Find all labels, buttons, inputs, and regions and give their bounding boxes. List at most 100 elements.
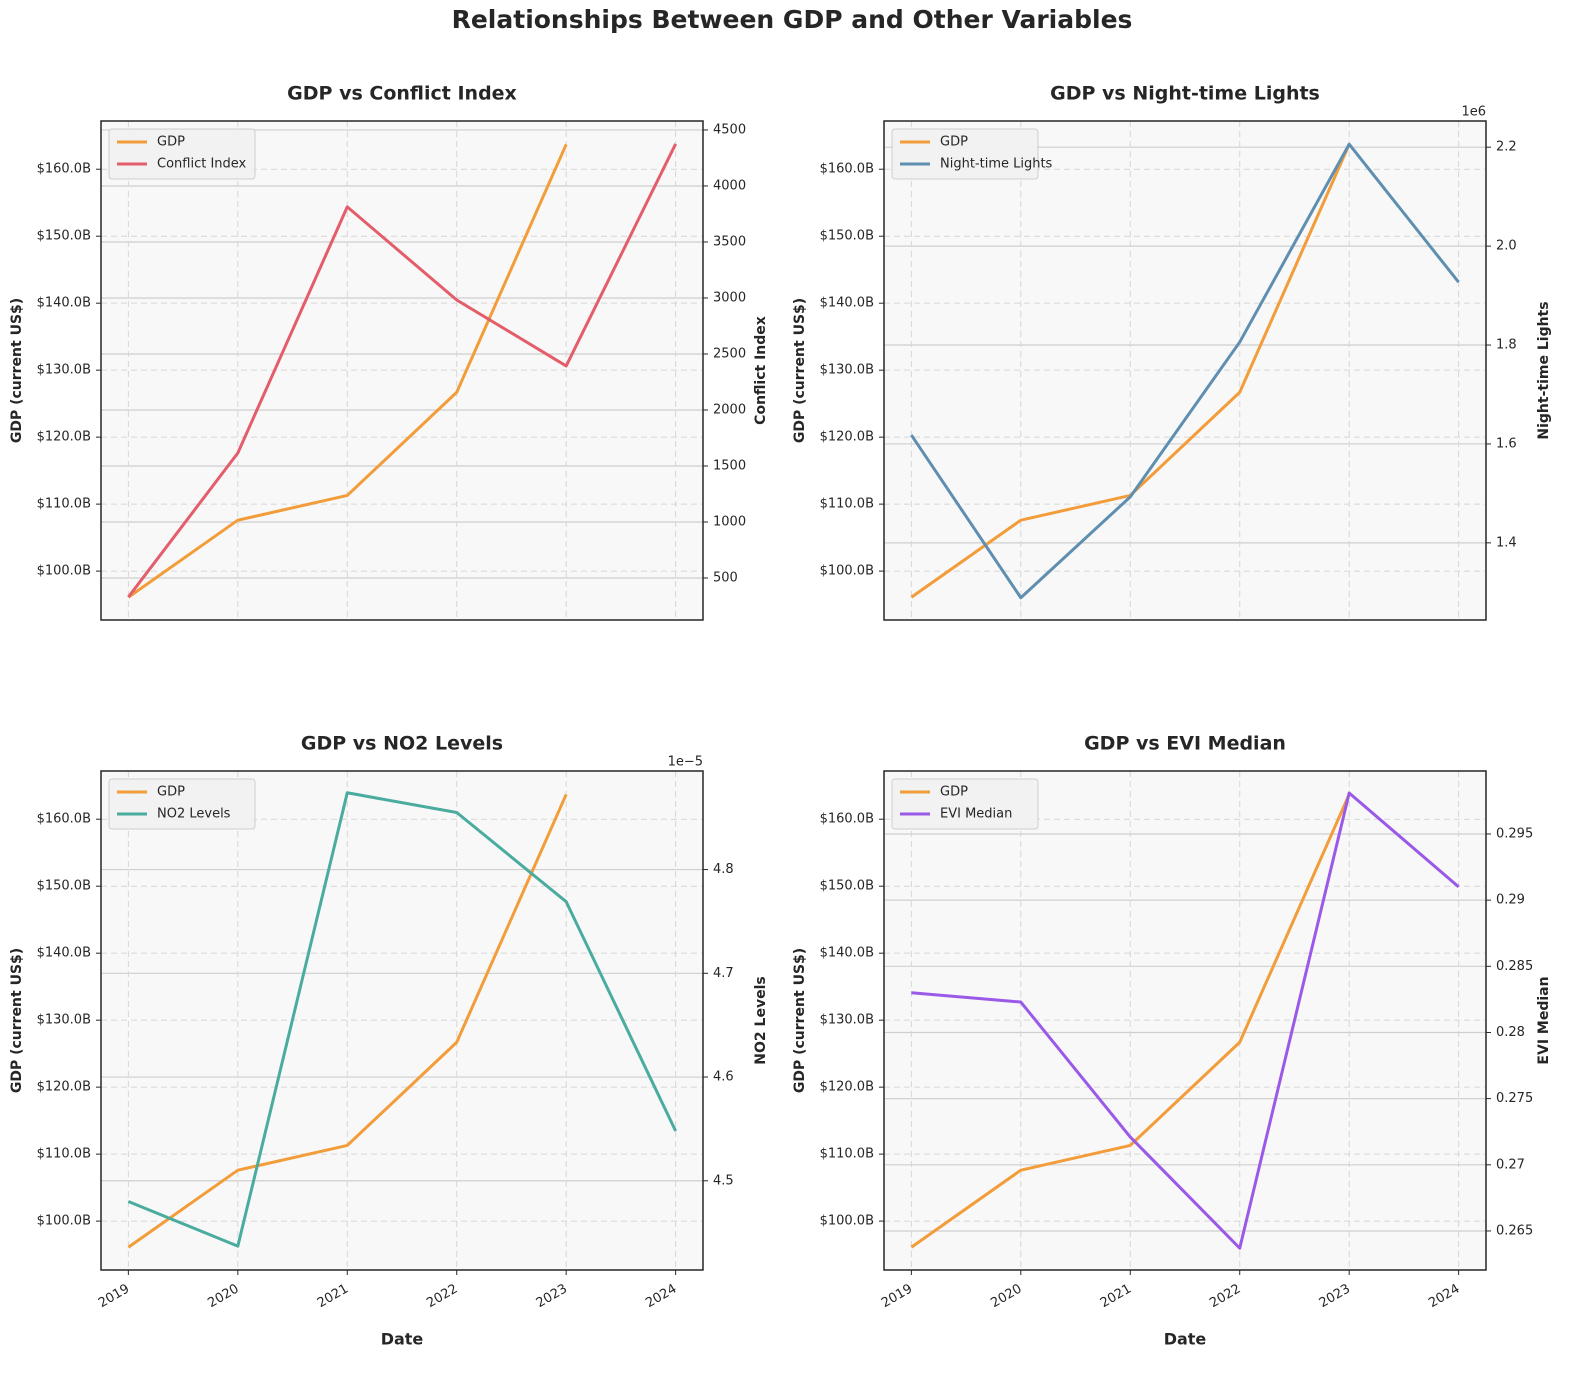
y2-tick-label: 2500: [713, 346, 746, 361]
y-tick-label: $160.0B: [820, 162, 874, 177]
plot-frame: [883, 120, 1487, 621]
series-line: [127, 143, 568, 599]
y2-tick-label: 2.2: [1496, 140, 1517, 155]
legend-label: GDP: [157, 135, 185, 150]
x-tick-label: 2023: [534, 1282, 570, 1312]
x-tick-label: 2019: [879, 1282, 915, 1312]
x-axis-label: Date: [381, 1330, 424, 1349]
y2-tick-label: 4.6: [713, 1070, 734, 1085]
x-tick-label: 2023: [1317, 1282, 1353, 1312]
chart-title: GDP vs NO2 Levels: [301, 733, 503, 755]
y-tick-label: $120.0B: [37, 1080, 91, 1095]
figure-title: Relationships Between GDP and Other Vari…: [452, 5, 1133, 34]
y-axis-label: GDP (current US$): [9, 948, 25, 1093]
y-tick-label: $100.0B: [820, 564, 874, 579]
chart-title: GDP vs Night-time Lights: [1050, 83, 1320, 105]
y2-tick-label: 1.4: [1496, 535, 1517, 550]
y2-tick-label: 1.6: [1496, 436, 1517, 451]
legend-label: Night-time Lights: [940, 157, 1053, 172]
y-axis-label: GDP (current US$): [792, 298, 808, 443]
y-tick-label: $160.0B: [37, 162, 91, 177]
chart-title: GDP vs EVI Median: [1084, 733, 1286, 755]
y-tick-label: $100.0B: [820, 1214, 874, 1229]
y2-tick-label: 0.275: [1496, 1091, 1533, 1106]
y2-tick-label: 0.265: [1496, 1223, 1533, 1238]
y2-tick-label: 3000: [713, 290, 746, 305]
y2-tick-label: 4.5: [713, 1173, 734, 1188]
y2-axis-label: Conflict Index: [753, 316, 769, 425]
series-line: [910, 793, 1351, 1249]
y-tick-label: $150.0B: [820, 229, 874, 244]
y-tick-label: $120.0B: [820, 430, 874, 445]
x-tick-label: 2024: [643, 1282, 679, 1312]
plot-frame: [100, 120, 704, 621]
legend-label: GDP: [940, 785, 968, 800]
series-line: [910, 142, 1460, 600]
y2-tick-label: 4.7: [713, 966, 734, 981]
legend-label: GDP: [940, 135, 968, 150]
chart-title: GDP vs Conflict Index: [287, 83, 517, 105]
y2-tick-label: 0.285: [1496, 959, 1533, 974]
y2-axis-label: Night-time Lights: [1536, 301, 1552, 439]
y-tick-label: $120.0B: [820, 1080, 874, 1095]
x-tick-label: 2020: [205, 1282, 241, 1312]
y-tick-label: $130.0B: [820, 363, 874, 378]
y2-tick-label: 2000: [713, 402, 746, 417]
y2-axis-label: NO2 Levels: [753, 976, 769, 1064]
x-tick-label: 2024: [1426, 1282, 1462, 1312]
y-tick-label: $110.0B: [37, 1147, 91, 1162]
x-tick-label: 2019: [96, 1282, 132, 1312]
series-line: [127, 143, 677, 598]
y-tick-label: $100.0B: [37, 1214, 91, 1229]
y-axis-label: GDP (current US$): [792, 948, 808, 1093]
series-line: [127, 793, 568, 1249]
y-tick-label: $140.0B: [820, 946, 874, 961]
legend-label: GDP: [157, 785, 185, 800]
x-tick-label: 2022: [1207, 1282, 1243, 1312]
y2-tick-label: 0.295: [1496, 826, 1533, 841]
y2-tick-label: 0.29: [1496, 893, 1525, 908]
y-tick-label: $110.0B: [37, 497, 91, 512]
x-tick-label: 2022: [424, 1282, 460, 1312]
y2-tick-label: 1500: [713, 458, 746, 473]
x-tick-label: 2021: [1098, 1282, 1134, 1312]
y-tick-label: $150.0B: [37, 229, 91, 244]
legend-label: NO2 Levels: [157, 807, 231, 822]
series-line: [911, 791, 1460, 1250]
x-tick-label: 2021: [315, 1282, 351, 1312]
y2-axis-label: EVI Median: [1536, 976, 1552, 1064]
x-tick-label: 2020: [988, 1282, 1024, 1312]
y-tick-label: $140.0B: [37, 296, 91, 311]
y-axis-label: GDP (current US$): [9, 298, 25, 443]
legend-label: Conflict Index: [157, 157, 247, 172]
plot-frame: [100, 770, 704, 1271]
y2-tick-label: 1.8: [1496, 338, 1517, 353]
plot-frame: [883, 770, 1487, 1271]
y2-tick-label: 1000: [713, 514, 746, 529]
y-tick-label: $140.0B: [820, 296, 874, 311]
y2-tick-label: 0.27: [1496, 1157, 1525, 1172]
y-tick-label: $110.0B: [820, 497, 874, 512]
y2-offset-label: 1e−5: [668, 755, 703, 770]
y-tick-label: $160.0B: [37, 812, 91, 827]
y2-offset-label: 1e6: [1461, 105, 1486, 120]
y-tick-label: $120.0B: [37, 430, 91, 445]
y-tick-label: $160.0B: [820, 812, 874, 827]
y2-tick-label: 500: [713, 570, 738, 585]
y2-tick-label: 0.28: [1496, 1025, 1525, 1040]
y2-tick-label: 4000: [713, 178, 746, 193]
y-tick-label: $130.0B: [820, 1013, 874, 1028]
series-line: [127, 791, 677, 1248]
y-tick-label: $110.0B: [820, 1147, 874, 1162]
y2-tick-label: 4.8: [713, 862, 734, 877]
y-tick-label: $150.0B: [37, 879, 91, 894]
y2-tick-label: 2.0: [1496, 239, 1517, 254]
y2-tick-label: 3500: [713, 234, 746, 249]
legend-label: EVI Median: [940, 807, 1012, 822]
y-tick-label: $130.0B: [37, 363, 91, 378]
x-axis-label: Date: [1164, 1330, 1207, 1349]
y2-tick-label: 4500: [713, 122, 746, 137]
y-tick-label: $140.0B: [37, 946, 91, 961]
y-tick-label: $130.0B: [37, 1013, 91, 1028]
y-tick-label: $150.0B: [820, 879, 874, 894]
